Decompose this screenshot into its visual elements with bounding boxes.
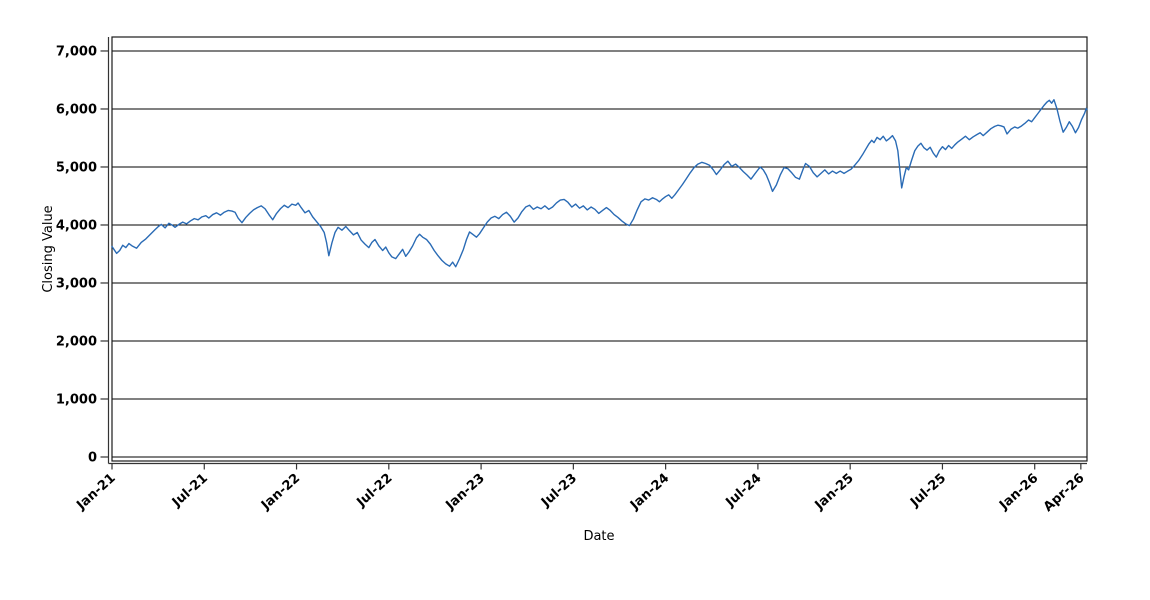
tick-labels: 0 1,000 2,000 3,000 4,000 5,000 6,000 7,000 Jan-… [56,44,1088,514]
y-tick-label: 7,000 [56,44,97,59]
x-tick-label: Jul-25 [907,471,949,511]
y-tick-label: 4,000 [56,218,97,233]
x-tick-label: Jul-24 [723,471,765,511]
y-tick-label: 3,000 [56,276,97,291]
y-tick-label: 6,000 [56,102,97,117]
x-tick-label: Apr-26 [1041,471,1088,515]
x-axis-title: Date [583,529,614,544]
x-tick-label: Jul-23 [538,471,580,511]
closing-value-line [111,99,1088,268]
y-tick-label: 1,000 [56,392,97,407]
x-tick-label: Jan-22 [258,471,303,514]
x-tick-label: Jan-25 [812,471,857,514]
x-tick-label: Jan-26 [996,471,1041,514]
data-series [111,99,1088,268]
x-tick-label: Jul-21 [169,471,211,511]
axes [100,36,1088,470]
x-tick-label: Jan-24 [627,471,672,514]
x-tick-label: Jan-21 [73,471,118,514]
y-tick-label: 0 [88,450,97,465]
x-tick-label: Jan-23 [443,471,488,514]
x-tick-label: Jul-22 [353,471,395,511]
gridlines [112,50,1087,458]
y-tick-label: 2,000 [56,334,97,349]
y-axis-title: Closing Value [41,205,56,292]
y-tick-label: 5,000 [56,160,97,175]
